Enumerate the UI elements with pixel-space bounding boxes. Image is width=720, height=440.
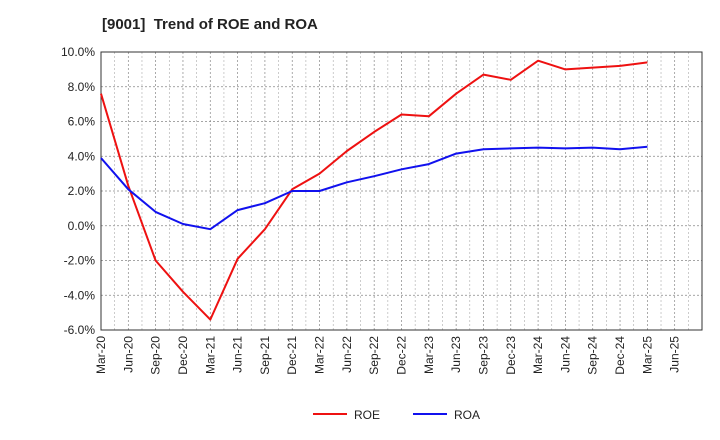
x-tick-label: Mar-21 <box>203 336 217 374</box>
legend-label-roe: ROE <box>354 408 380 422</box>
y-tick-label: 4.0% <box>68 149 96 163</box>
y-tick-label: 6.0% <box>68 115 96 129</box>
x-tick-label: Mar-23 <box>422 336 436 374</box>
y-tick-label: -2.0% <box>64 254 96 268</box>
x-tick-label: Jun-20 <box>121 336 135 373</box>
y-tick-label: -4.0% <box>64 288 96 302</box>
y-tick-label: 8.0% <box>68 80 96 94</box>
legend: ROE ROA <box>313 408 480 422</box>
x-axis-ticks: Mar-20 Jun-20 Sep-20 Dec-20 Mar-21 Jun-21 Sep-… <box>94 336 682 375</box>
chart-title: [9001] Trend of ROE and ROA <box>102 16 318 33</box>
y-tick-label: 0.0% <box>68 219 96 233</box>
y-tick-label: -6.0% <box>64 323 96 337</box>
x-tick-label: Jun-23 <box>449 336 463 373</box>
y-tick-label: 10.0% <box>61 45 95 59</box>
series-lines <box>100 59 648 321</box>
x-tick-label: Sep-22 <box>367 336 381 375</box>
x-tick-label: Sep-23 <box>476 336 490 375</box>
x-tick-label: Mar-24 <box>531 336 545 374</box>
x-tick-label: Mar-20 <box>94 336 108 374</box>
x-tick-label: Jun-21 <box>231 336 245 373</box>
series-line-roe <box>100 59 648 321</box>
series-line-roa <box>100 145 648 231</box>
gridlines <box>100 51 702 331</box>
x-tick-label: Jun-24 <box>558 336 572 373</box>
x-tick-label: Dec-21 <box>285 336 299 375</box>
y-axis-ticks: 10.0% 8.0% 6.0% 4.0% 2.0% 0.0% -2.0% -4.0% -6.0% <box>61 45 95 337</box>
y-tick-label: 2.0% <box>68 184 96 198</box>
x-tick-label: Dec-22 <box>395 336 409 375</box>
x-tick-label: Jun-25 <box>668 336 682 373</box>
x-tick-label: Jun-22 <box>340 336 354 373</box>
x-tick-label: Dec-24 <box>613 336 627 375</box>
x-tick-label: Dec-23 <box>504 336 518 375</box>
plot-area-frame <box>100 51 703 331</box>
x-tick-label: Sep-20 <box>149 336 163 375</box>
x-tick-label: Sep-24 <box>586 336 600 375</box>
x-tick-label: Dec-20 <box>176 336 190 375</box>
x-tick-label: Mar-25 <box>640 336 654 374</box>
x-tick-label: Sep-21 <box>258 336 272 375</box>
x-tick-label: Mar-22 <box>313 336 327 374</box>
legend-label-roa: ROA <box>454 408 480 422</box>
